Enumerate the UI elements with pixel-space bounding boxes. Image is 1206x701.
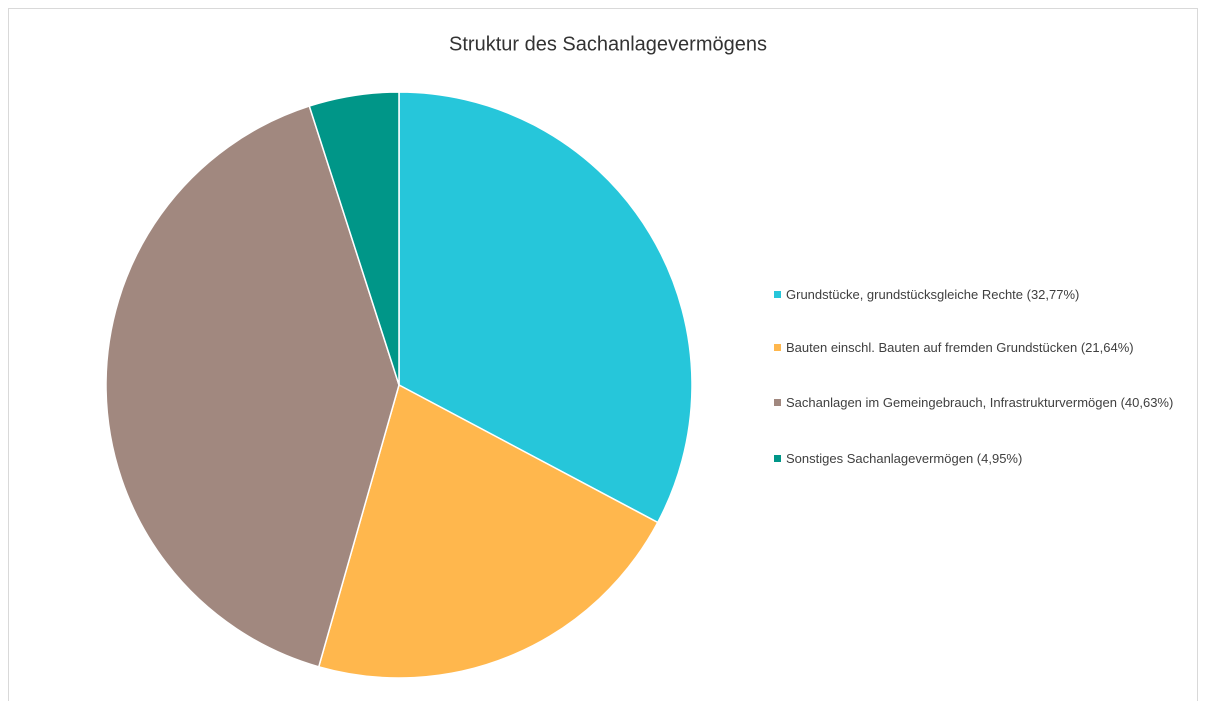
- pie-slice: [398, 91, 693, 524]
- legend-label: Sachanlagen im Gemeingebrauch, Infrastru…: [786, 395, 1174, 410]
- legend-label: Sonstiges Sachanlagevermögen (4,95%): [786, 451, 1023, 466]
- legend-swatch: [774, 291, 781, 298]
- pie-slice: [105, 105, 400, 668]
- legend-swatch: [774, 344, 781, 351]
- pie-slice: [308, 91, 400, 386]
- legend-label: Grundstücke, grundstücksgleiche Rechte (…: [786, 287, 1080, 302]
- legend-label: Bauten einschl. Bauten auf fremden Grund…: [786, 340, 1134, 355]
- chart-border: [8, 8, 1198, 701]
- legend-swatch: [774, 399, 781, 406]
- pie-slice: [317, 383, 659, 679]
- chart-title: Struktur des Sachanlagevermögens: [449, 33, 767, 55]
- legend-swatch: [774, 455, 781, 462]
